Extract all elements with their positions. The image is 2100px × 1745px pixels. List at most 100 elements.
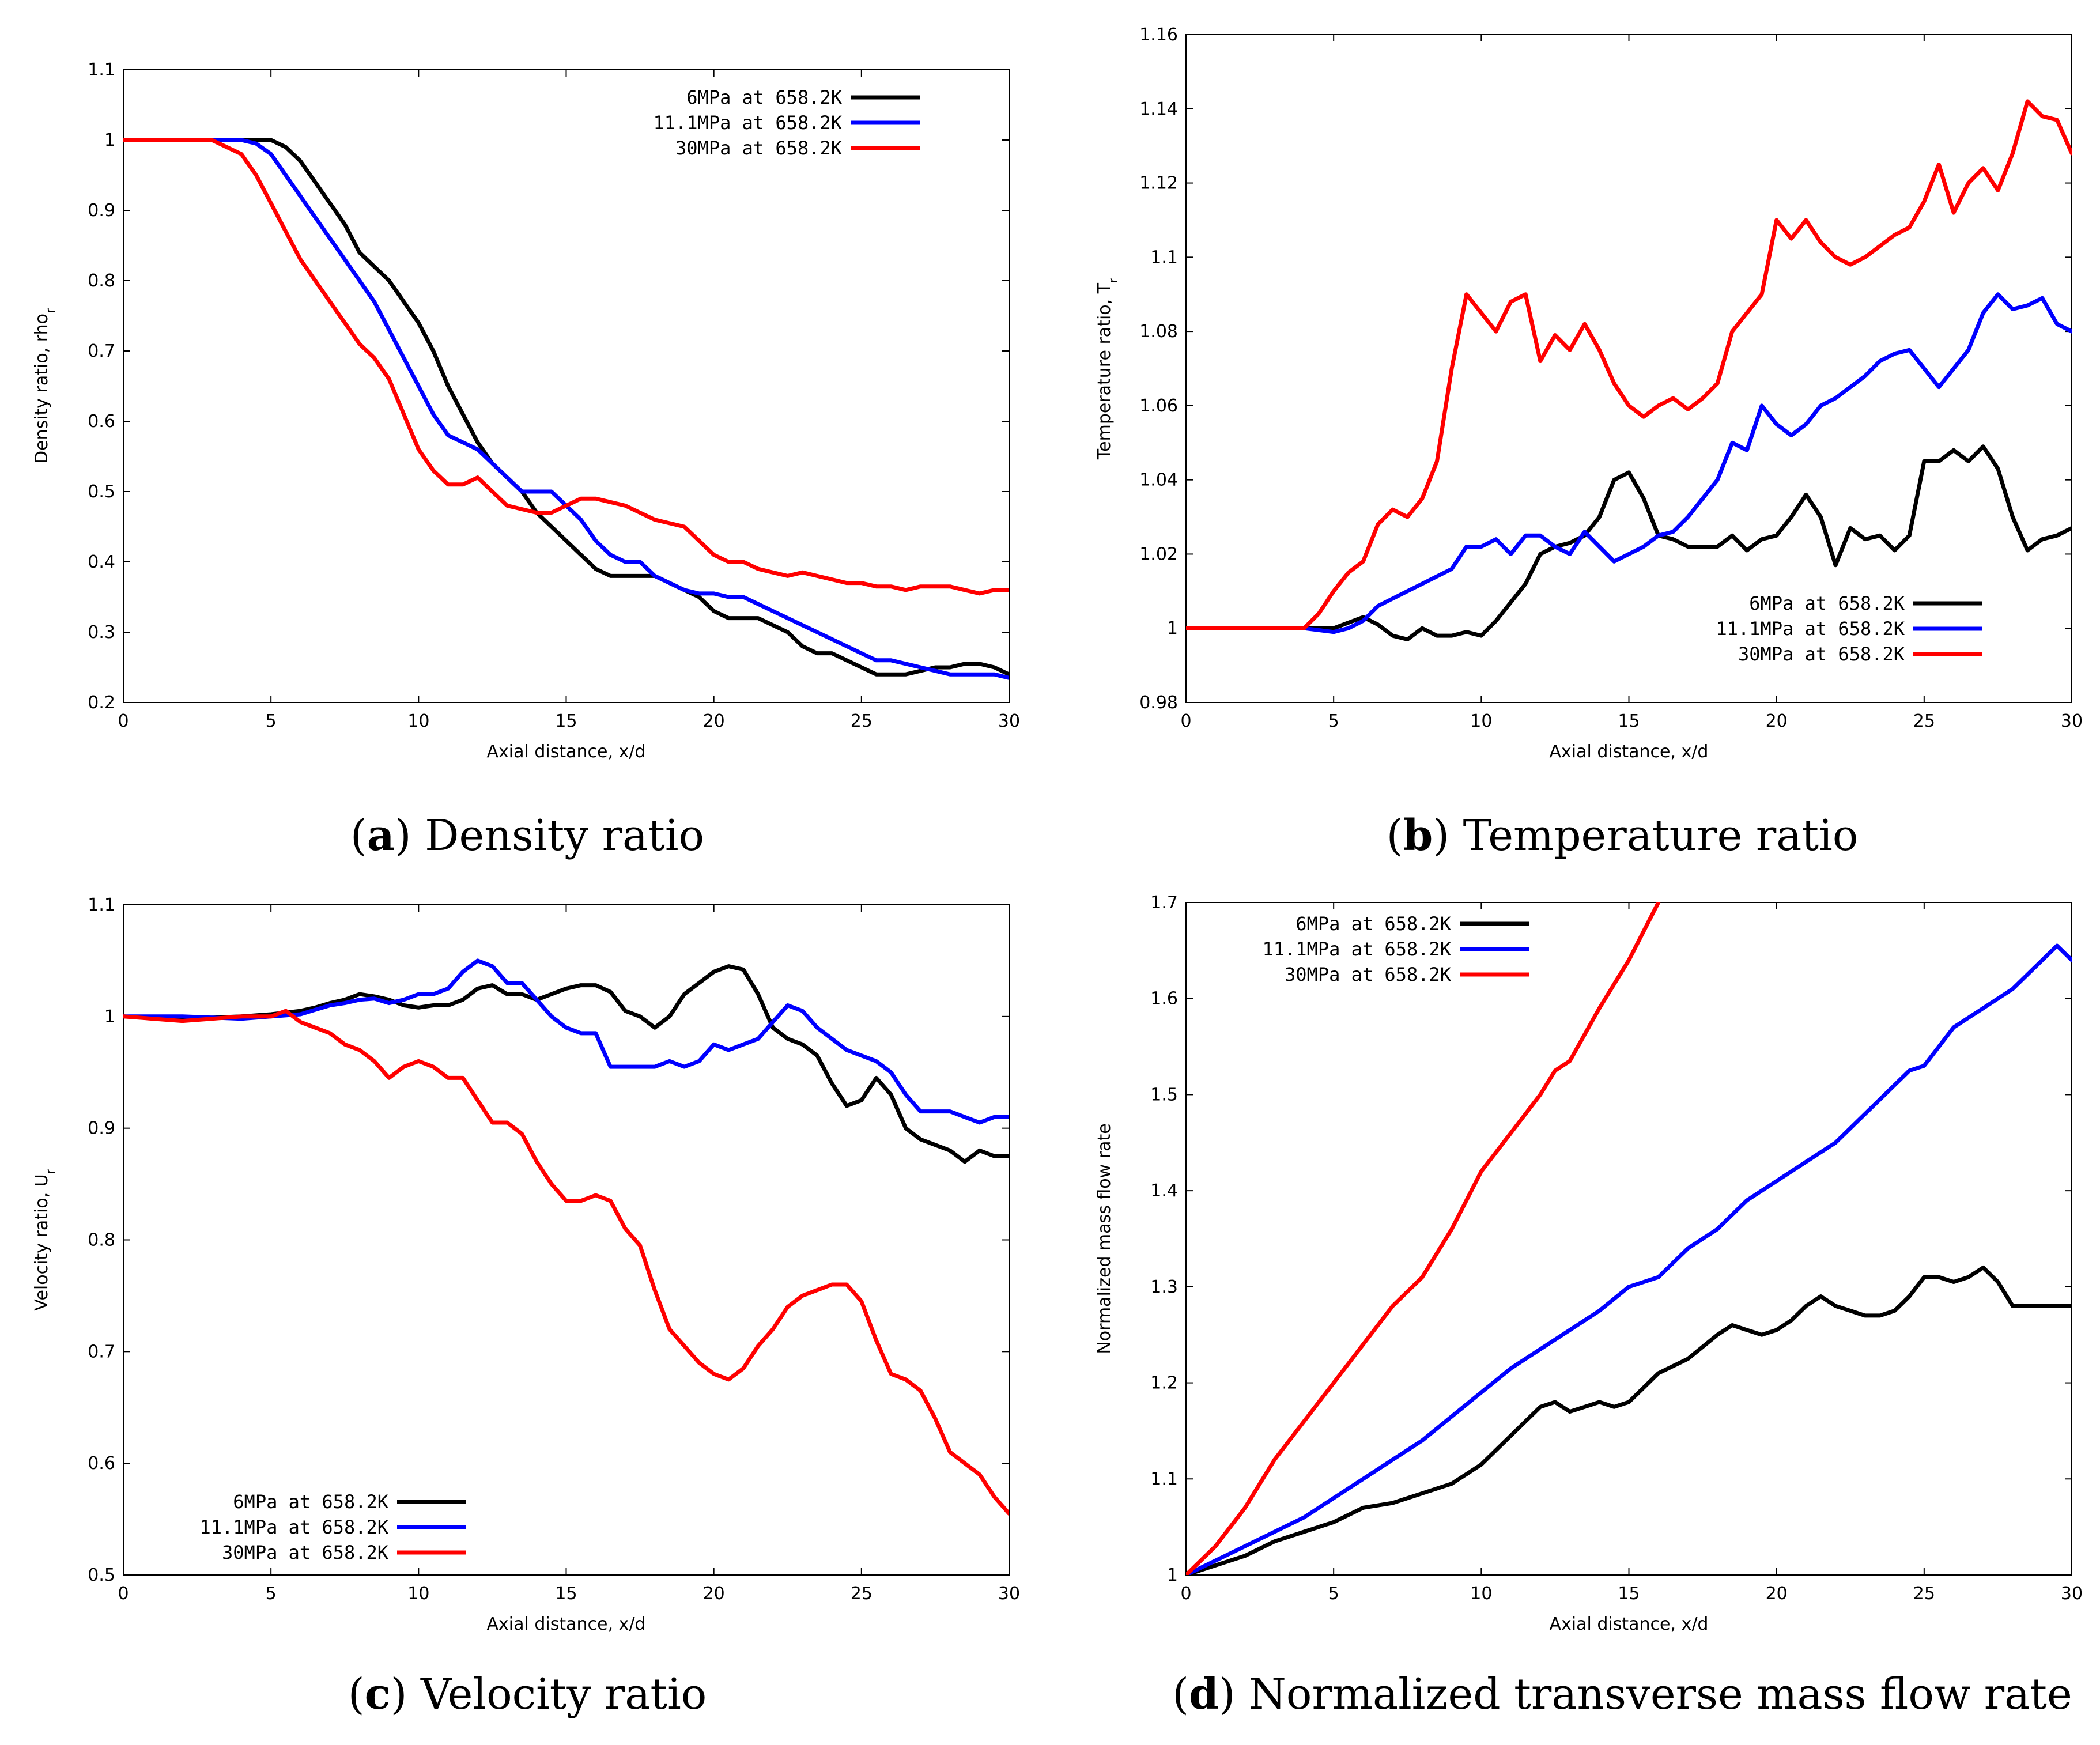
caption-close-paren: ) [391, 1670, 407, 1719]
caption-text: Velocity ratio [407, 1670, 707, 1719]
caption-open-paren: ( [1172, 1670, 1189, 1719]
series-layer [1186, 99, 2072, 641]
x-tick-label: 30 [2061, 1584, 2083, 1604]
y-axis-label-main: Density ratio, rho [32, 314, 52, 464]
x-tick-label: 0 [1180, 1584, 1191, 1604]
y-axis-label-main: Temperature ratio, T [1094, 282, 1115, 460]
y-axis-label-main: Normalized mass flow rate [1094, 1123, 1115, 1354]
panel-caption: (a) Density ratio [350, 811, 704, 860]
y-axis-label: Velocity ratio, Ur [32, 1168, 58, 1310]
series-layer [123, 138, 1009, 680]
x-tick-label: 20 [1766, 1584, 1788, 1604]
caption-close-paren: ) [1219, 1670, 1236, 1719]
y-tick-label: 1 [1167, 1565, 1178, 1585]
caption-text: Temperature ratio [1449, 811, 1858, 860]
series-line-2 [123, 138, 1009, 680]
x-tick-label: 5 [1328, 1584, 1339, 1604]
y-tick-label: 1.16 [1139, 25, 1178, 45]
y-tick-label: 1.6 [1150, 989, 1178, 1009]
y-tick-label: 1.02 [1139, 544, 1178, 564]
x-tick-label: 20 [1766, 711, 1788, 731]
chart-panel-b: 0 5 10 15 20 25 30 0.98 1 1.02 1.04 1.06 1.08 1.1 1.12… [1094, 25, 2083, 860]
x-tick-label: 25 [1913, 1584, 1935, 1604]
x-axis-label: Axial distance, x/d [487, 742, 646, 762]
y-tick-label: 1.1 [88, 895, 115, 915]
caption-text: Normalized transverse mass flow rate [1236, 1670, 2072, 1719]
y-tick-label: 1.1 [1150, 247, 1178, 267]
y-tick-label: 1.4 [1150, 1181, 1178, 1201]
legend-label: 6MPa at 658.2K [1749, 592, 1905, 614]
y-tick-label: 0.7 [88, 341, 115, 361]
y-axis-label: Normalized mass flow rate [1094, 1123, 1115, 1354]
x-tick-label: 10 [407, 711, 429, 731]
legend-label: 6MPa at 658.2K [1295, 913, 1451, 935]
legend-label: 30MPa at 658.2K [222, 1542, 389, 1563]
x-tick-label: 25 [851, 711, 873, 731]
series-line-2 [1186, 292, 2072, 634]
y-tick-label: 1.14 [1139, 99, 1178, 119]
caption-letter: c [365, 1670, 391, 1719]
y-tick-label: 0.6 [88, 411, 115, 432]
y-tick-label: 0.2 [88, 693, 115, 713]
legend: 6MPa at 658.2K 11.1MPa at 658.2K 30MPa at … [199, 1491, 466, 1563]
y-axis-label-main: Velocity ratio, U [32, 1174, 52, 1310]
x-tick-label: 10 [407, 1584, 429, 1604]
x-axis-label: Axial distance, x/d [487, 1614, 646, 1634]
series-line-3 [123, 1009, 1009, 1516]
y-tick-label: 1.7 [1150, 893, 1178, 913]
y-tick-label: 1.2 [1150, 1373, 1178, 1393]
y-tick-label: 0.4 [88, 552, 115, 572]
y-tick-label: 1.3 [1150, 1277, 1178, 1297]
legend-label: 11.1MPa at 658.2K [199, 1516, 388, 1538]
series-layer [1186, 902, 2072, 1575]
caption-text: Density ratio [411, 811, 704, 860]
y-tick-label: 0.8 [88, 1230, 115, 1251]
x-tick-label: 10 [1470, 711, 1492, 731]
y-axis-label-subscript: r [44, 1168, 58, 1174]
y-tick-label: 0.8 [88, 271, 115, 291]
x-tick-label: 5 [266, 1584, 277, 1604]
x-tick-label: 20 [703, 711, 725, 731]
series-line-3 [123, 138, 1009, 596]
y-tick-label: 0.9 [88, 1119, 115, 1139]
y-axis-label: Density ratio, rhor [32, 308, 58, 464]
x-axis-label: Axial distance, x/d [1550, 742, 1709, 762]
x-tick-label: 30 [998, 1584, 1020, 1604]
y-tick-label: 1.12 [1139, 173, 1178, 194]
caption-letter: a [367, 811, 395, 860]
x-tick-label: 5 [1328, 711, 1339, 731]
caption-letter: d [1189, 1670, 1219, 1719]
y-tick-label: 0.9 [88, 201, 115, 221]
y-tick-label: 1.06 [1139, 396, 1178, 416]
series-line-1 [1186, 444, 2072, 641]
legend: 6MPa at 658.2K 11.1MPa at 658.2K 30MPa at … [1716, 592, 1982, 665]
legend-label: 11.1MPa at 658.2K [1262, 938, 1451, 960]
legend: 6MPa at 658.2K 11.1MPa at 658.2K 30MPa at … [1262, 913, 1529, 985]
chart-panels: 0 5 10 15 20 25 300.20.30.40.50.60.70.80.911.1… [32, 25, 2083, 1719]
y-tick-label: 1.1 [1150, 1469, 1178, 1489]
x-tick-label: 15 [1618, 711, 1640, 731]
legend-label: 6MPa at 658.2K [686, 86, 842, 108]
x-tick-label: 10 [1470, 1584, 1492, 1604]
y-axis-label-subscript: r [1106, 277, 1121, 283]
y-tick-label: 1 [1167, 618, 1178, 639]
panel-caption: (b) Temperature ratio [1387, 811, 1859, 860]
x-tick-label: 0 [118, 711, 129, 731]
series-line-3 [1186, 99, 2072, 630]
legend-label: 30MPa at 658.2K [675, 137, 843, 159]
y-tick-label: 0.6 [88, 1453, 115, 1474]
x-tick-label: 20 [703, 1584, 725, 1604]
legend-label: 6MPa at 658.2K [233, 1491, 388, 1513]
x-tick-label: 0 [1180, 711, 1191, 731]
x-axis-label: Axial distance, x/d [1550, 1614, 1709, 1634]
y-tick-label: 1.5 [1150, 1085, 1178, 1105]
caption-letter: b [1403, 811, 1433, 860]
legend-label: 30MPa at 658.2K [1285, 964, 1452, 985]
series-line-1 [1186, 1266, 2072, 1575]
x-tick-label: 25 [1913, 711, 1935, 731]
chart-panel-c: 0 5 10 15 20 25 30 0.5 0.6 0.7 0.8 0.9 1 1.1 Axial dis… [32, 895, 1020, 1719]
caption-open-paren: ( [348, 1670, 365, 1719]
caption-open-paren: ( [1387, 811, 1403, 860]
